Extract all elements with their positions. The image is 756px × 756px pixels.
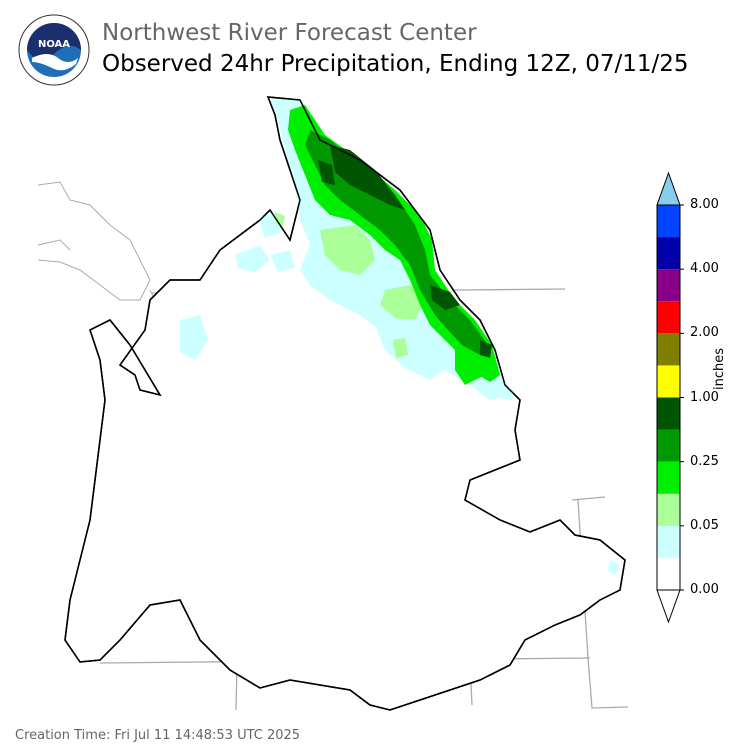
basin-boundary-line — [64, 96, 626, 711]
colorbar-segment — [657, 333, 680, 366]
colorbar-segment — [657, 557, 680, 590]
map-title: Observed 24hr Precipitation, Ending 12Z,… — [102, 51, 689, 77]
precip-very-heavy — [318, 145, 492, 358]
org-title: Northwest River Forecast Center — [102, 20, 477, 46]
colorbar-segment — [657, 301, 680, 334]
colorbar-segment — [657, 237, 680, 270]
colorbar-tick-label: 8.00 — [690, 197, 719, 212]
colorbar-segment — [657, 397, 680, 430]
colorbar-extend-min — [656, 589, 681, 624]
colorbar-tick-label: 4.00 — [690, 261, 719, 277]
colorbar-segment — [657, 493, 680, 526]
precip-light — [275, 212, 425, 358]
colorbar-tick-label: 0.05 — [690, 517, 719, 533]
colorbar-segment — [657, 461, 680, 494]
colorbar-segment — [657, 525, 680, 558]
colorbar-extend-max — [656, 171, 681, 206]
colorbar-tick-label: 2.00 — [690, 325, 719, 341]
creation-time: Creation Time: Fri Jul 11 14:48:53 UTC 2… — [15, 728, 301, 743]
colorbar-tick-label: 0.25 — [690, 453, 719, 469]
noaa-logo: NOAA — [18, 14, 90, 86]
colorbar-unit-label: inches — [712, 347, 727, 390]
colorbar-tick-label: 1.00 — [690, 389, 719, 405]
colorbar-segment — [657, 429, 680, 462]
colorbar-segment — [657, 365, 680, 398]
colorbar-tick-label: 0.00 — [690, 582, 719, 597]
colorbar-segment — [657, 269, 680, 302]
logo-text: NOAA — [38, 39, 70, 50]
colorbar-segment — [657, 205, 680, 238]
